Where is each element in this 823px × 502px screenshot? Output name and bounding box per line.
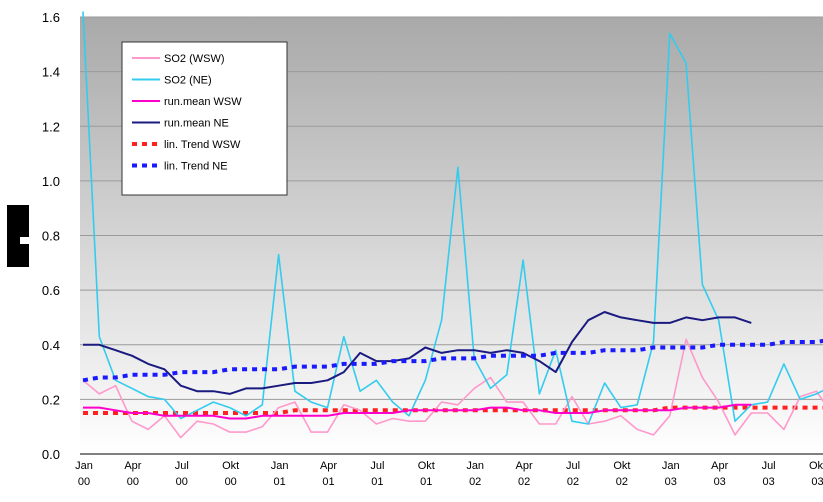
x-tick-label-year: 02 [469,476,481,488]
x-tick-label-month: Okt [418,460,435,472]
series-line-so2-ne- [82,11,823,425]
x-tick-label-year: 00 [176,476,188,488]
y-tick-label: 1.6 [42,10,60,25]
legend: SO2 (WSW) SO2 (NE) run.mean WSW run.mean NE… [121,41,288,196]
y-axis-ticks: 0.0 0.2 0.4 0.6 0.8 1.0 1.2 1.4 1.6 [42,10,60,462]
x-tick-label-year: 00 [78,476,90,488]
x-axis-ticks: Jan 00 Apr 00 Jul 00 Okt 00 Jan 01 Apr 01 Jul 01 Okt 01… [75,460,823,488]
x-tick-label-year: 00 [225,476,237,488]
x-tick-label-year: 03 [811,476,823,488]
series-lines [82,11,823,439]
x-tick-label-year: 03 [665,476,677,488]
y-tick-label: 0.0 [42,447,60,462]
y-tick-label: 0.8 [42,229,60,244]
x-tick-label-year: 02 [518,476,530,488]
x-tick-label-year: 01 [371,476,383,488]
series-line-run-mean-ne [83,311,752,395]
x-tick-label-year: 03 [714,476,726,488]
y-tick-label: 0.2 [42,392,60,407]
x-tick-label-month: Jul [370,460,384,472]
x-tick-label-month: Okt [613,460,630,472]
left-edge-mark [7,205,29,267]
y-tick-label: 0.6 [42,283,60,298]
legend-label: SO2 (WSW) [164,53,225,65]
y-tick-label: 0.4 [42,338,60,353]
x-tick-label-month: Jul [566,460,580,472]
legend-label: SO2 (NE) [164,75,212,87]
x-tick-label-year: 00 [127,476,139,488]
legend-label: run.mean NE [164,118,229,130]
series-line-run-mean-wsw [83,403,752,420]
x-tick-label-month: Apr [711,460,728,472]
y-tick-label: 1.2 [42,119,60,134]
x-tick-label-month: Apr [516,460,533,472]
x-tick-label-year: 03 [762,476,774,488]
legend-label: lin. Trend WSW [164,139,241,151]
x-tick-label-month: Jan [466,460,484,472]
x-tick-label-year: 01 [420,476,432,488]
x-tick-label-month: Okt [809,460,823,472]
x-tick-label-month: Jan [271,460,289,472]
x-tick-label-year: 02 [616,476,628,488]
x-tick-label-month: Jul [762,460,776,472]
series-line-lin-trend-ne [82,338,823,383]
y-tick-label: 1.0 [42,174,60,189]
legend-label: run.mean WSW [164,96,242,108]
x-tick-label-year: 02 [567,476,579,488]
left-edge-mark-notch [20,237,31,244]
x-tick-label-month: Jan [75,460,93,472]
x-tick-label-month: Apr [320,460,337,472]
x-tick-label-month: Jul [175,460,189,472]
gridlines [80,16,823,400]
y-tick-label: 1.4 [42,65,60,80]
x-tick-label-year: 01 [322,476,334,488]
x-tick-label-month: Jan [662,460,680,472]
x-tick-label-year: 01 [273,476,285,488]
legend-label: lin. Trend NE [164,161,228,173]
legend-box [121,41,288,196]
x-tick-label-month: Apr [124,460,141,472]
x-tick-label-month: Okt [222,460,239,472]
